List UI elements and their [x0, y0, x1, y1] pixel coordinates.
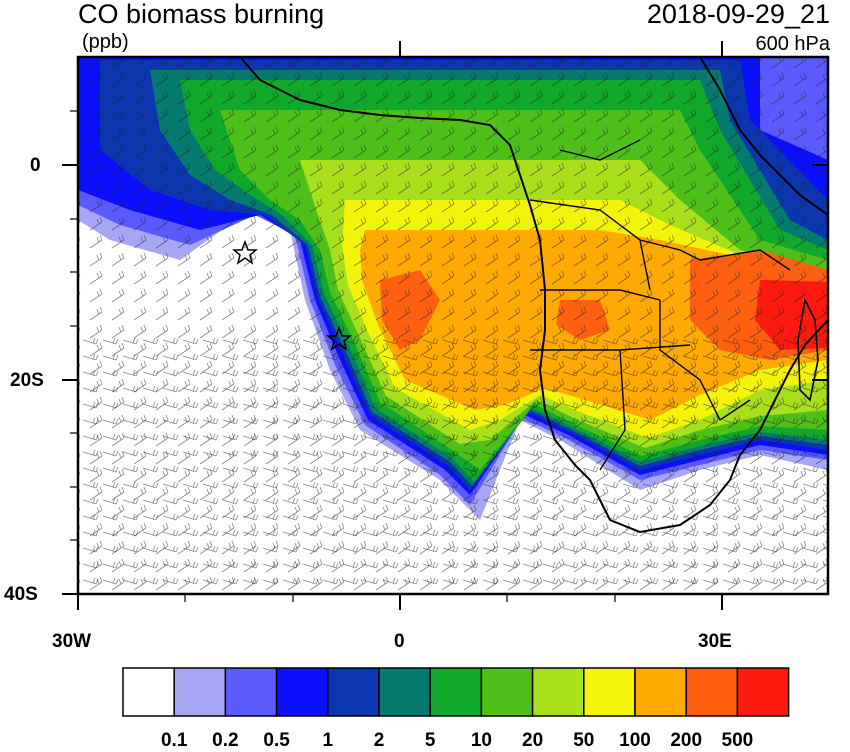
colorbar-swatch — [122, 667, 175, 717]
lat-label-0: 0 — [30, 155, 41, 176]
colorbar-swatch — [327, 667, 380, 717]
colorbar-label: 1 — [322, 730, 334, 751]
colorbar-label: 0.5 — [263, 730, 290, 751]
lon-label-30w: 30W — [52, 631, 92, 652]
colorbar-swatch — [736, 667, 790, 717]
pressure-level: 600 hPa — [755, 33, 830, 55]
units-label: (ppb) — [82, 31, 129, 53]
colorbar-label: 20 — [522, 730, 544, 751]
map-plot-area — [78, 57, 828, 594]
colorbar-swatch — [275, 667, 329, 717]
colorbar-label: 5 — [424, 730, 436, 751]
colorbar-swatch — [634, 667, 687, 717]
east-africa-coast — [699, 57, 828, 216]
colorbar-swatch — [429, 667, 483, 717]
madagascar — [797, 297, 819, 402]
wind-barbs-south — [78, 330, 828, 594]
lon-label-30e: 30E — [698, 631, 732, 652]
colorbar-swatch — [531, 667, 585, 717]
map-title: CO biomass burning — [78, 0, 325, 29]
axis-minor-ticks — [70, 110, 616, 602]
colorbar — [122, 667, 790, 717]
lat-label-40s: 40S — [4, 584, 38, 605]
colorbar-swatch — [378, 667, 431, 717]
colorbar-swatch — [685, 667, 739, 717]
station-star-marker — [325, 325, 353, 351]
colorbar-label: 100 — [619, 730, 651, 751]
station-star-marker — [231, 239, 259, 265]
colorbar-swatch — [224, 667, 278, 717]
colorbar-swatch — [583, 667, 636, 717]
colorbar-label: 0.2 — [212, 730, 239, 751]
lon-label-0: 0 — [394, 631, 405, 652]
colorbar-label: 2 — [373, 730, 385, 751]
colorbar-label: 10 — [470, 730, 492, 751]
colorbar-swatch — [173, 667, 227, 717]
country-borders — [529, 139, 791, 471]
colorbar-label: 200 — [670, 730, 703, 751]
valid-datetime: 2018-09-29_21 — [646, 0, 830, 29]
colorbar-label: 500 — [721, 730, 754, 751]
lat-label-20s: 20S — [10, 370, 44, 391]
colorbar-swatch — [480, 667, 534, 717]
colorbar-label: 0.1 — [160, 730, 188, 751]
africa-coastline — [239, 57, 828, 534]
axis-ticks — [62, 41, 828, 610]
colorbar-label: 50 — [573, 730, 595, 751]
